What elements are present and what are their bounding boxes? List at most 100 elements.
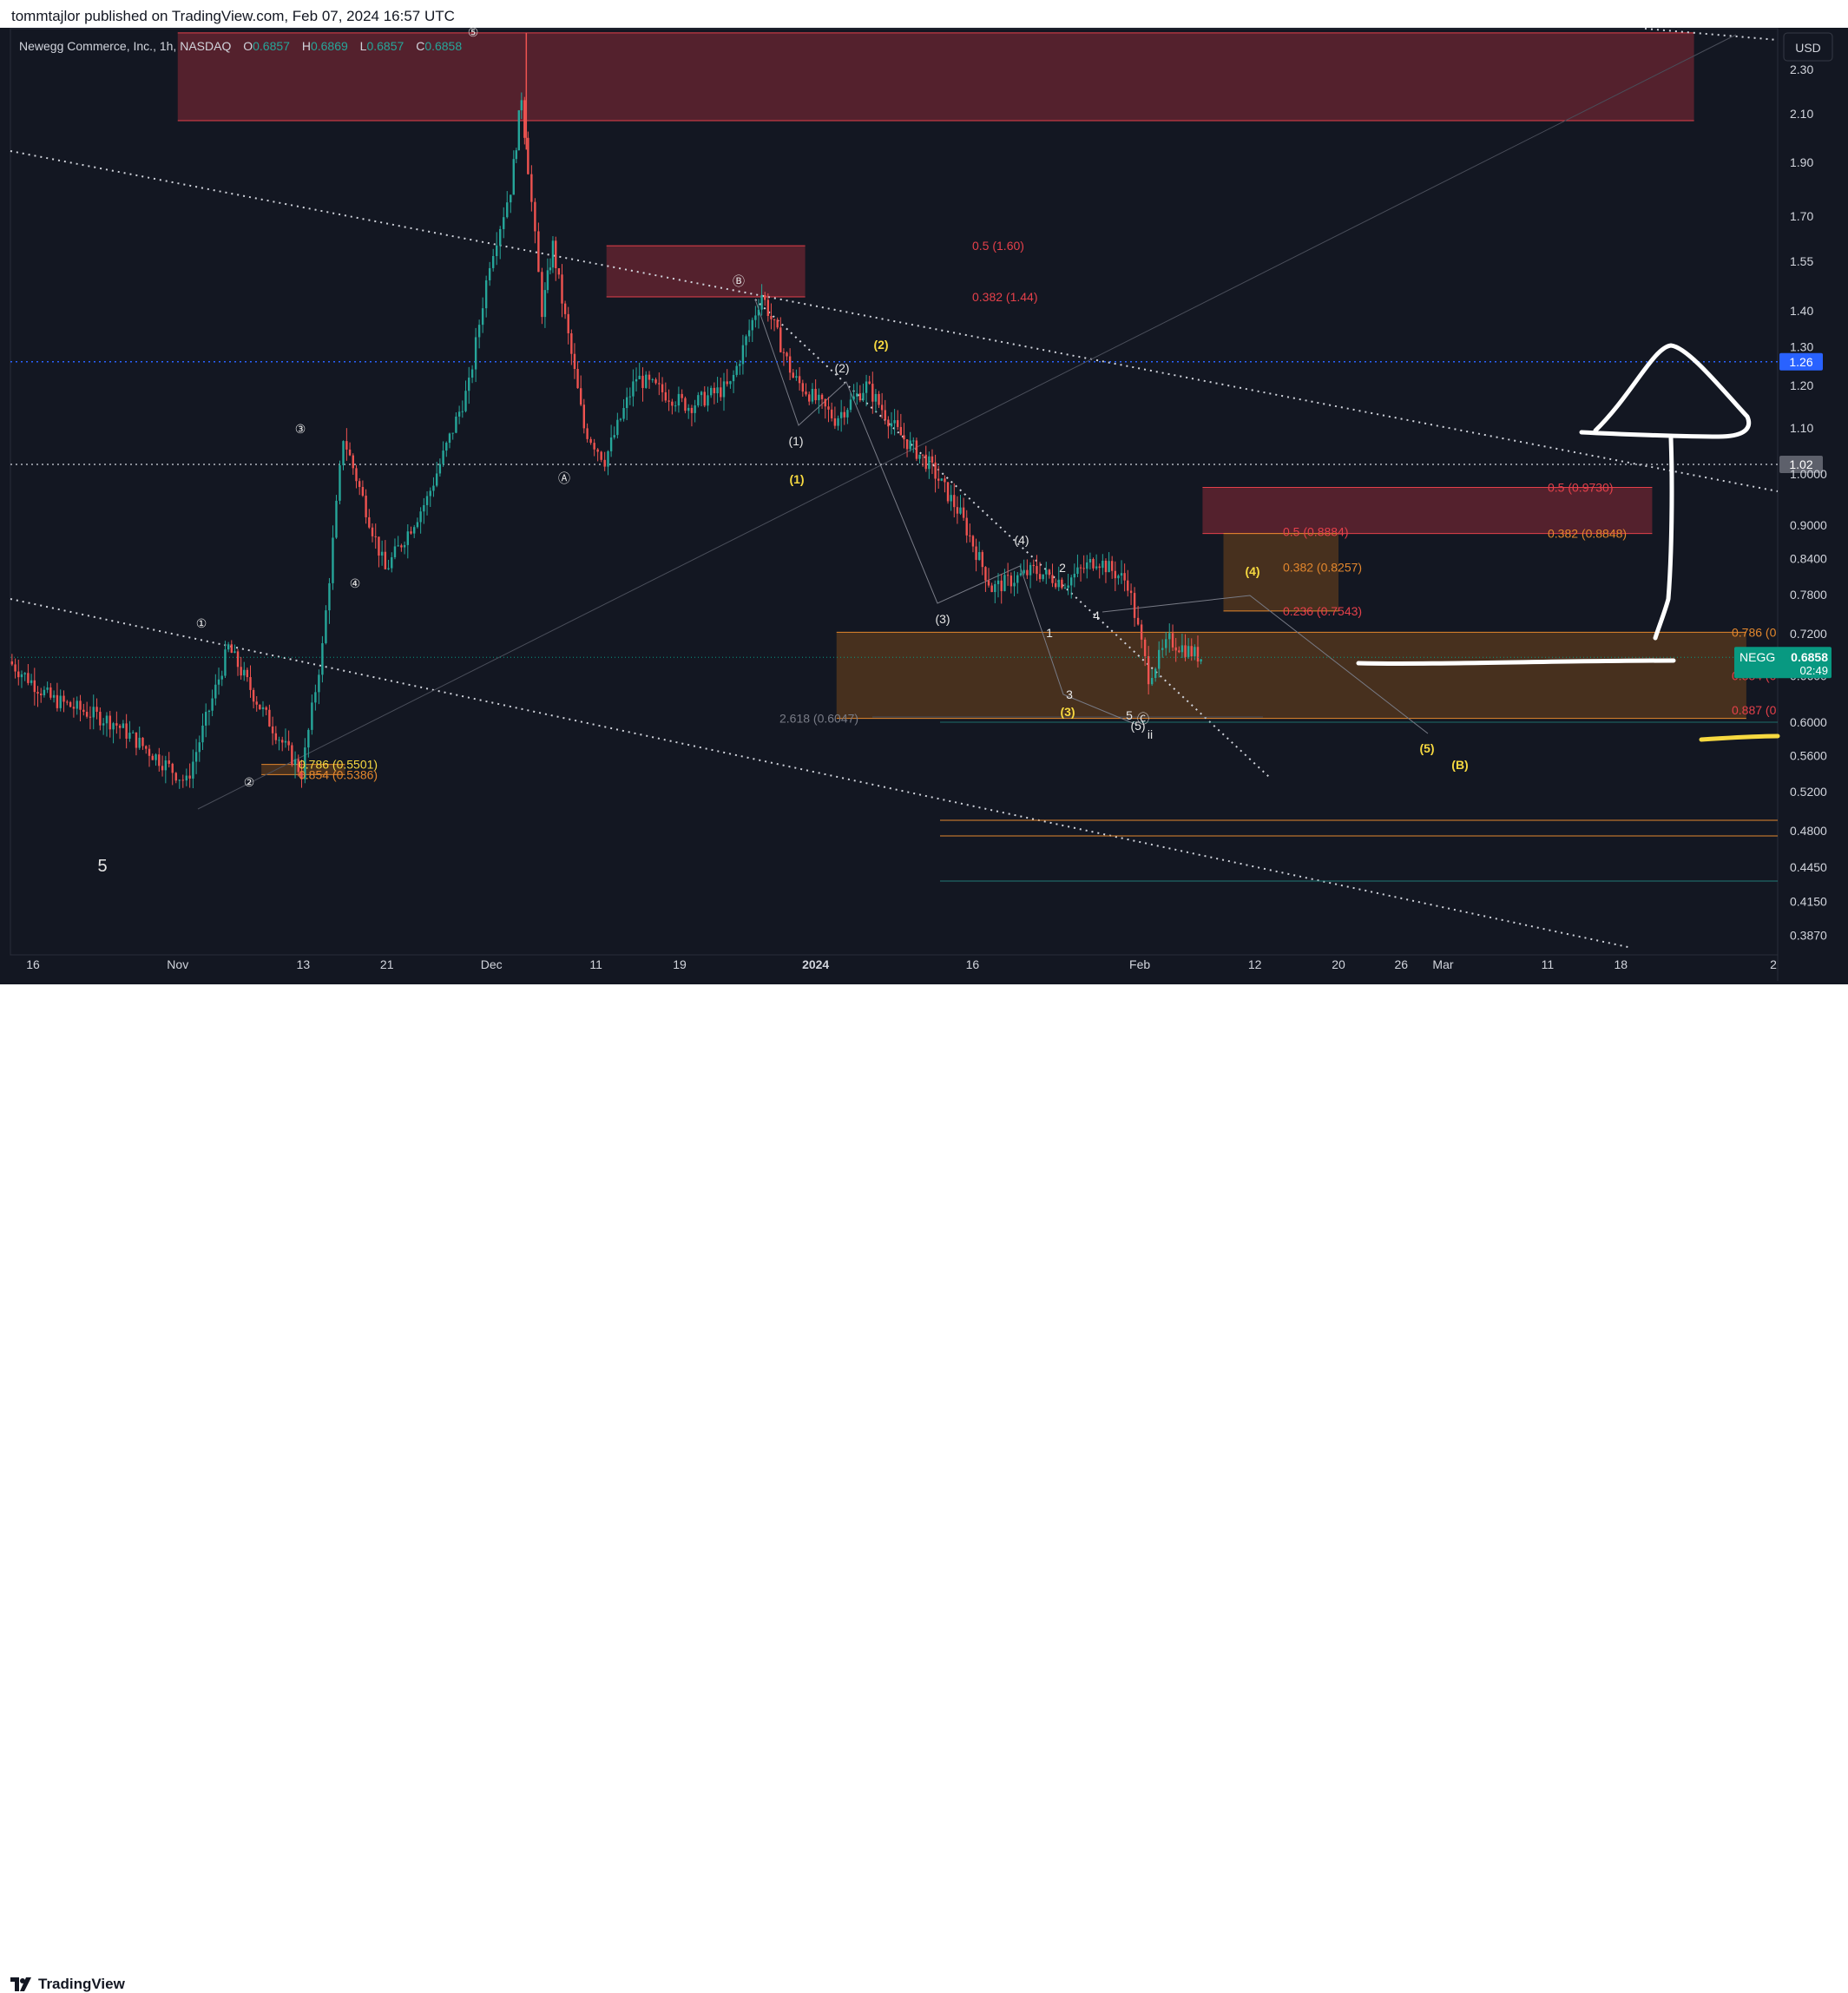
candle-body <box>981 552 983 568</box>
symbol-name: Newegg Commerce, Inc. <box>19 39 153 53</box>
candle-body <box>233 651 236 653</box>
candle <box>40 687 43 703</box>
candle-body <box>274 733 278 740</box>
candle <box>1098 563 1101 579</box>
zones-layer <box>177 32 1746 775</box>
tradingview-logo[interactable]: TradingView <box>10 1976 125 1993</box>
candle-body <box>1054 582 1057 588</box>
candle <box>658 372 661 396</box>
candle <box>1104 558 1108 583</box>
y-tick-label-8: 1.10 <box>1790 421 1813 435</box>
candle <box>105 712 109 737</box>
candle-body <box>921 454 924 456</box>
candle-body <box>325 610 327 643</box>
candle-body <box>878 393 880 405</box>
candle <box>788 348 792 380</box>
candle-body <box>792 372 794 378</box>
candle-body <box>795 376 798 378</box>
candle-body <box>1026 569 1029 576</box>
candle <box>868 375 871 385</box>
candle <box>410 526 412 535</box>
candle-body <box>43 689 46 695</box>
candle-body <box>953 495 956 508</box>
symbol-exchange: NASDAQ <box>180 39 231 53</box>
candle-body <box>227 644 230 650</box>
candle-body <box>118 725 122 728</box>
candle-body <box>281 740 284 743</box>
candle <box>953 483 956 518</box>
candle <box>339 460 341 505</box>
candle-body <box>1006 575 1009 576</box>
candle-body <box>645 374 648 388</box>
wave-label-25: 5 <box>97 857 107 876</box>
candle-body <box>1003 575 1006 592</box>
candle-body <box>151 755 154 760</box>
candle-body <box>10 661 14 665</box>
candle <box>512 150 515 195</box>
fib-level-label-12: 0.854 (0.5386) <box>299 767 378 781</box>
x-tick-label-2: 13 <box>297 957 311 971</box>
candle-body <box>1036 566 1038 575</box>
y-tick-label-5: 1.40 <box>1790 304 1813 318</box>
candle-body <box>818 394 820 401</box>
candle-body <box>729 381 732 385</box>
x-tick-label-13: Mar <box>1432 957 1453 971</box>
candle <box>600 451 602 463</box>
candle <box>849 392 852 413</box>
candle <box>188 763 191 788</box>
candle-body <box>36 692 39 694</box>
candle <box>464 380 467 413</box>
candle-body <box>174 773 177 781</box>
currency-button[interactable]: USD <box>1783 32 1833 62</box>
candle-body <box>934 462 937 479</box>
price-line-badge-label-0: 1.26 <box>1789 355 1812 369</box>
candle <box>878 391 880 408</box>
candle-body <box>1114 570 1117 579</box>
candle <box>1036 555 1038 582</box>
footer: TradingView <box>0 984 1848 1992</box>
wave-structure-path <box>754 299 1138 726</box>
candle <box>833 406 837 430</box>
candle-body <box>477 325 481 338</box>
candle-body <box>975 546 977 561</box>
candle <box>185 768 187 786</box>
candle <box>1054 578 1057 589</box>
candle <box>843 406 845 425</box>
candle <box>994 580 996 603</box>
candle-body <box>23 673 26 674</box>
candle-body <box>754 315 757 320</box>
y-tick-label-19: 0.4450 <box>1790 860 1827 874</box>
candle <box>903 423 905 449</box>
candle-body <box>681 393 683 398</box>
fib-labels-layer: 0.5 (1.60) 0.382 (1.44) 0.5 (0.9730) 0.5 (0… <box>299 239 1777 781</box>
candle <box>1051 563 1054 588</box>
candle <box>921 454 924 467</box>
candle <box>928 451 931 479</box>
wave-label-0: ⑤ <box>468 25 479 39</box>
candle-body <box>928 456 931 470</box>
candle <box>811 383 814 405</box>
candle <box>751 317 753 343</box>
candle <box>899 413 903 436</box>
candle-body <box>1196 647 1200 662</box>
candle-body <box>893 420 896 424</box>
price-axis[interactable]: 2.30 2.10 1.90 1.70 1.55 1.40 1.30 1.20 1.10 1.00… <box>1790 62 1827 942</box>
candle <box>355 464 358 489</box>
candle-body <box>884 410 886 420</box>
candle <box>567 306 569 345</box>
high-value: 0.6869 <box>311 39 348 53</box>
candle <box>1061 577 1063 590</box>
candle-body <box>1048 569 1051 576</box>
candle-body <box>85 712 89 717</box>
candle <box>613 426 615 440</box>
time-axis[interactable]: 16 Nov 13 21 Dec 11 19 2024 16 Feb 12 20 26 Mar 11 18 2 <box>26 957 1777 971</box>
candle-body <box>890 423 893 427</box>
candle <box>151 753 154 760</box>
candle-body <box>413 527 416 534</box>
candle-body <box>1067 585 1069 589</box>
x-tick-label-16: 2 <box>1770 957 1777 971</box>
candle <box>10 654 14 667</box>
chart[interactable]: 1.26 1.02 0.5 (1.60) 0.382 (1.44) 0.5 (0.97… <box>0 0 1848 1018</box>
candle-body <box>503 217 505 229</box>
candle-body <box>243 669 246 676</box>
